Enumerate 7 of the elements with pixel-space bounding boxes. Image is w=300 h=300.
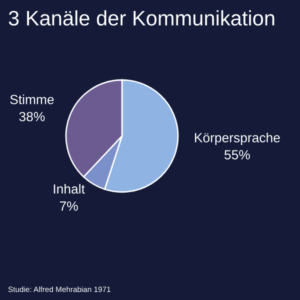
slice-label: Stimme — [10, 94, 54, 104]
chart-title: 3 Kanäle der Kommunikation — [8, 10, 274, 26]
data-label: 55% — [224, 150, 250, 160]
slice-label: Körpersprache — [194, 132, 280, 145]
slice-label: Inhalt — [54, 184, 85, 194]
data-label: 38% — [19, 112, 45, 122]
data-label: 7% — [60, 201, 78, 211]
